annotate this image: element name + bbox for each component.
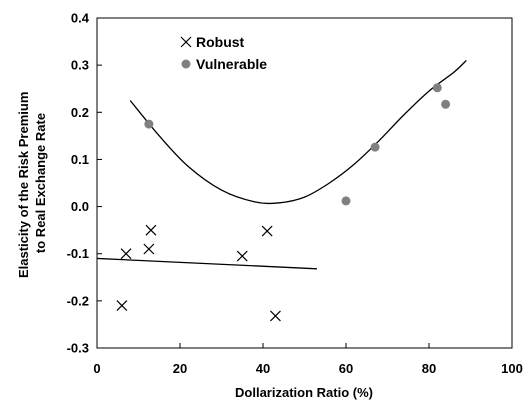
legend-vulnerable-label: Vulnerable	[196, 56, 267, 72]
y-tick-label: 0.2	[71, 105, 89, 120]
robust-fit-line	[97, 258, 317, 268]
vulnerable-point	[433, 83, 442, 92]
y-tick-label: 0.1	[71, 152, 89, 167]
plot-area	[97, 18, 512, 348]
x-tick-label: 40	[256, 361, 270, 376]
robust-point	[121, 249, 131, 259]
legend-robust-marker	[181, 37, 191, 47]
robust-point	[270, 311, 280, 321]
y-axis-title-line-2: to Real Exchange Rate	[33, 113, 48, 253]
y-axis-title-line-1: Elasticity of the Risk Premium	[16, 92, 31, 278]
x-tick-label: 80	[422, 361, 436, 376]
y-tick-label: -0.3	[67, 341, 89, 356]
x-tick-label: 100	[501, 361, 523, 376]
x-tick-label: 0	[93, 361, 100, 376]
x-tick-label: 60	[339, 361, 353, 376]
vulnerable-point	[441, 100, 450, 109]
vulnerable-point	[342, 196, 351, 205]
robust-point	[144, 244, 154, 254]
y-tick-label: 0.3	[71, 58, 89, 73]
x-tick-label: 20	[173, 361, 187, 376]
robust-point	[146, 225, 156, 235]
x-axis-title: Dollarization Ratio (%)	[235, 385, 373, 400]
vulnerable-point	[144, 120, 153, 129]
fit-lines	[97, 60, 466, 268]
legend: Robust Vulnerable	[181, 34, 267, 72]
robust-point	[237, 251, 247, 261]
robust-point	[262, 226, 272, 236]
legend-robust-label: Robust	[196, 34, 245, 50]
vulnerable-point	[371, 143, 380, 152]
robust-point	[117, 301, 127, 311]
y-tick-label: -0.2	[67, 293, 89, 308]
legend-vulnerable-marker	[182, 60, 191, 69]
y-axis-title: Elasticity of the Risk Premium to Real E…	[16, 88, 48, 278]
vulnerable-fit-line	[130, 60, 466, 203]
y-tick-label: 0.0	[71, 199, 89, 214]
y-tick-label: 0.4	[71, 11, 90, 26]
y-tick-label: -0.1	[67, 246, 89, 261]
